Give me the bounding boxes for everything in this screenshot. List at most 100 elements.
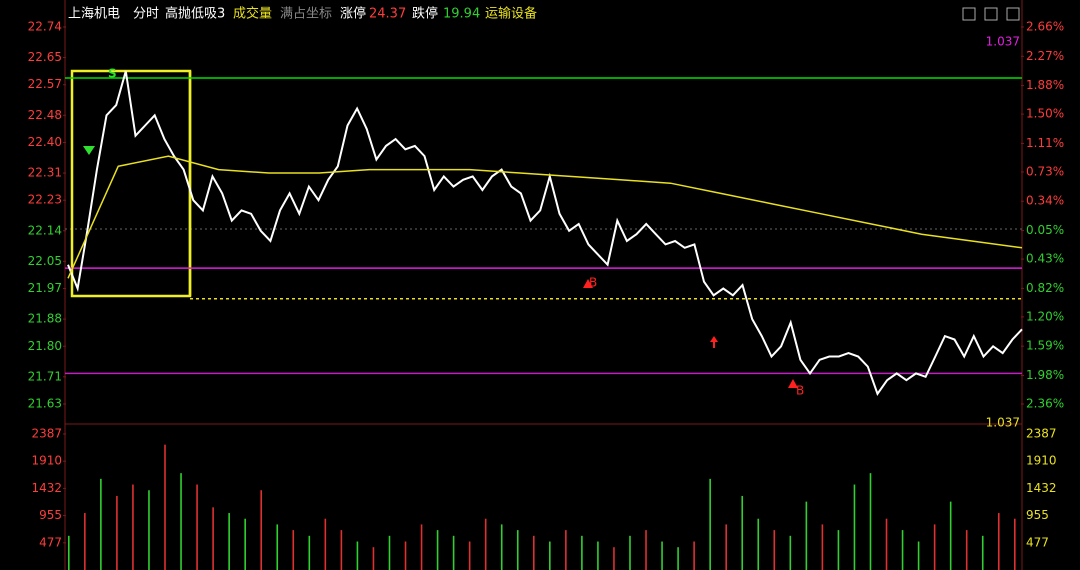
y-tick-label: 477 xyxy=(39,535,62,549)
volume-bar xyxy=(757,518,760,570)
volume-bar xyxy=(420,524,423,570)
y-tick-label: 21.71 xyxy=(28,369,62,383)
limit-up-label: 涨停 xyxy=(340,6,366,22)
volume-bar xyxy=(468,541,471,570)
volume-bar xyxy=(244,518,246,570)
volume-bar xyxy=(388,535,391,570)
y2-tick-label: 1.20% xyxy=(1026,309,1064,323)
volume-bar xyxy=(661,541,663,570)
y2-tick-label: 0.73% xyxy=(1026,164,1064,178)
y-tick-label: 2387 xyxy=(31,427,62,441)
volume-bar xyxy=(917,541,920,570)
volume-bar xyxy=(965,530,968,570)
volume-bar xyxy=(116,495,118,570)
volume-bar xyxy=(549,541,551,570)
y2-tick-label: 2.66% xyxy=(1026,20,1064,34)
y2-tick-label: 477 xyxy=(1026,535,1049,549)
volume-bar xyxy=(372,547,375,570)
volume-bar xyxy=(148,490,150,570)
y-tick-label: 22.65 xyxy=(28,50,62,64)
volume-bar xyxy=(196,484,198,570)
volume-bar xyxy=(164,444,166,570)
y-tick-label: 22.40 xyxy=(28,135,62,149)
volume-bar xyxy=(500,524,503,570)
buy-label: B xyxy=(589,276,597,290)
volume-bar xyxy=(340,530,343,570)
y-tick-label: 1910 xyxy=(31,454,62,468)
volume-bar xyxy=(869,473,872,570)
volume-bar xyxy=(212,507,214,570)
volume-bar xyxy=(484,518,487,570)
volume-bar xyxy=(645,530,647,570)
indicator: 高抛低吸3 xyxy=(165,6,225,22)
limit-down: 19.94 xyxy=(443,7,480,22)
y-tick-label: 21.88 xyxy=(28,312,62,326)
volume-bar xyxy=(180,473,182,570)
buy-arrow xyxy=(788,379,798,388)
volume-bar xyxy=(709,478,711,570)
limit-up: 24.37 xyxy=(369,7,406,22)
y-tick-label: 955 xyxy=(39,508,62,522)
volume-bar xyxy=(805,501,808,570)
volume-label: 成交量 xyxy=(233,6,272,22)
mode: 分时 xyxy=(133,7,159,22)
volume-bar xyxy=(725,524,727,570)
volume-bar xyxy=(949,501,952,570)
y2-tick-label: 0.34% xyxy=(1026,194,1064,208)
y-tick-label: 1432 xyxy=(31,481,62,495)
volume-bar xyxy=(404,541,407,570)
volume-bar xyxy=(597,541,599,570)
volume-bar xyxy=(100,478,102,570)
y-tick-label: 22.31 xyxy=(28,166,62,180)
y-tick-label: 22.48 xyxy=(28,108,62,122)
volume-bar xyxy=(132,484,134,570)
y-tick-label: 21.97 xyxy=(28,281,62,295)
volume-bar xyxy=(356,541,359,570)
y2-tick-label: 955 xyxy=(1026,508,1049,522)
y2-tick-label: 1.88% xyxy=(1026,78,1064,92)
ratio-bottom: 1.037 xyxy=(986,416,1020,430)
y2-tick-label: 2387 xyxy=(1026,427,1057,441)
coord: 满占坐标 xyxy=(280,7,332,22)
volume-bar xyxy=(789,535,792,570)
volume-bar xyxy=(276,524,279,570)
sell-arrow xyxy=(83,146,95,155)
volume-bar xyxy=(516,530,519,570)
y2-tick-label: 0.05% xyxy=(1026,223,1064,237)
volume-bar xyxy=(629,535,631,570)
icon[interactable] xyxy=(1006,7,1020,21)
icon[interactable] xyxy=(962,7,976,21)
sector: 运输设备 xyxy=(485,6,537,22)
volume-bar xyxy=(68,535,70,570)
volume-bar xyxy=(613,547,615,570)
volume-bar xyxy=(981,535,984,570)
volume-bar xyxy=(901,530,904,570)
volume-bar xyxy=(933,524,936,570)
buy-arrow xyxy=(583,279,593,288)
volume-bar xyxy=(84,513,86,570)
volume-bar xyxy=(565,530,567,570)
volume-bar xyxy=(821,524,824,570)
volume-bar xyxy=(292,530,295,570)
volume-bar xyxy=(308,535,311,570)
volume-bar xyxy=(436,530,439,570)
y-tick-label: 22.74 xyxy=(28,20,62,34)
y2-tick-label: 1.59% xyxy=(1026,339,1064,353)
y2-tick-label: 0.82% xyxy=(1026,281,1064,295)
icon[interactable] xyxy=(984,7,998,21)
volume-bar xyxy=(997,513,1000,570)
y-tick-label: 21.80 xyxy=(28,339,62,353)
y-tick-label: 22.23 xyxy=(28,193,62,207)
volume-bar xyxy=(677,547,679,570)
volume-bar xyxy=(885,518,888,570)
volume-bar xyxy=(837,530,840,570)
limit-down-label: 跌停 xyxy=(412,6,438,22)
volume-bar xyxy=(693,541,695,570)
y2-tick-label: 1.50% xyxy=(1026,107,1064,121)
buy-label: B xyxy=(796,384,804,398)
y2-tick-label: 1.98% xyxy=(1026,368,1064,382)
volume-bar xyxy=(324,518,327,570)
y2-tick-label: 2.27% xyxy=(1026,49,1064,63)
